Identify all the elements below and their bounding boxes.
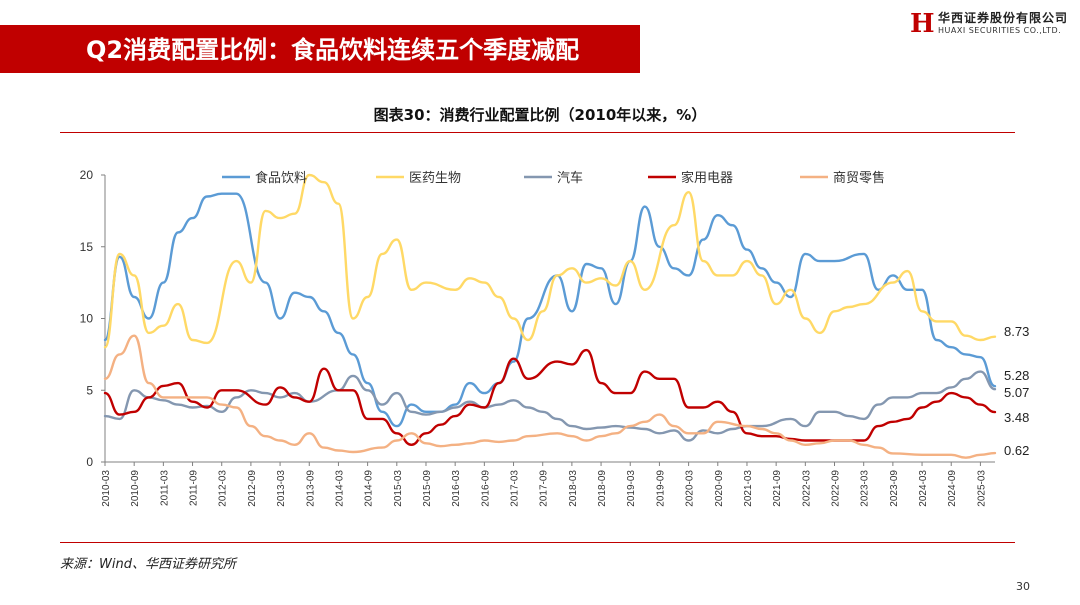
- logo-english-name: HUAXI SECURITIES CO.,LTD.: [938, 26, 1062, 35]
- title-divider: [60, 132, 1015, 133]
- series-line-1: [103, 173, 997, 349]
- legend-label: 商贸零售: [833, 170, 885, 186]
- x-tick-label: 2024-09: [947, 470, 958, 507]
- x-tick-label: 2020-03: [685, 470, 696, 507]
- x-tick-label: 2010-09: [130, 470, 141, 507]
- logo-mark-icon: H: [910, 9, 935, 39]
- x-tick-label: 2014-03: [334, 470, 345, 507]
- x-tick-label: 2016-09: [480, 470, 491, 507]
- x-tick-label: 2013-03: [276, 470, 287, 507]
- legend-label: 食品饮料: [255, 170, 307, 186]
- x-tick-label: 2018-03: [568, 470, 579, 507]
- title-bar: [0, 25, 640, 73]
- x-tick-label: 2023-03: [860, 470, 871, 507]
- legend-label: 医药生物: [409, 171, 461, 186]
- footer-divider: [60, 542, 1015, 543]
- end-value-label: 8.73: [1004, 324, 1029, 339]
- end-value-label: 5.07: [1004, 385, 1029, 400]
- end-value-label: 5.28: [1004, 368, 1029, 383]
- y-tick-label: 15: [80, 240, 94, 254]
- x-tick-label: 2019-03: [626, 470, 637, 507]
- end-value-label: 0.62: [1004, 443, 1029, 458]
- end-value-label: 3.48: [1004, 410, 1029, 425]
- x-tick-label: 2013-09: [305, 470, 316, 507]
- x-tick-label: 2021-03: [743, 470, 754, 507]
- x-tick-label: 2011-09: [189, 470, 200, 506]
- y-tick-label: 0: [86, 455, 93, 469]
- y-tick-label: 10: [80, 312, 94, 326]
- x-tick-label: 2012-09: [247, 470, 258, 507]
- x-tick-label: 2014-09: [364, 470, 375, 507]
- page-number: 30: [1016, 580, 1030, 593]
- x-tick-label: 2024-03: [918, 470, 929, 507]
- x-tick-label: 2025-03: [976, 470, 987, 507]
- x-tick-label: 2021-09: [772, 470, 783, 507]
- legend-label: 汽车: [557, 170, 583, 186]
- source-note: 来源：Wind、华西证券研究所: [60, 557, 236, 572]
- series-line-0: [103, 192, 997, 428]
- x-tick-label: 2019-09: [655, 470, 666, 507]
- legend-label: 家用电器: [681, 170, 733, 186]
- x-tick-label: 2010-03: [101, 470, 112, 507]
- series-line-4: [103, 334, 997, 459]
- x-tick-label: 2018-09: [597, 470, 608, 507]
- chart-title: 图表30：消费行业配置比例（2010年以来，%）: [373, 106, 707, 124]
- x-tick-label: 2015-09: [422, 470, 433, 507]
- x-tick-label: 2012-03: [218, 470, 229, 507]
- x-tick-label: 2022-03: [801, 470, 812, 507]
- x-tick-label: 2017-03: [510, 470, 521, 507]
- logo-chinese-name: 华西证券股份有限公司: [938, 11, 1069, 25]
- x-tick-label: 2011-03: [159, 470, 170, 506]
- slide-title: Q2消费配置比例：食品饮料连续五个季度减配: [86, 36, 580, 64]
- y-tick-label: 20: [80, 168, 94, 182]
- x-tick-label: 2017-09: [539, 470, 550, 507]
- series-line-2: [103, 370, 997, 442]
- company-logo: H 华西证券股份有限公司 HUAXI SECURITIES CO.,LTD.: [910, 8, 1075, 42]
- x-tick-label: 2023-09: [889, 470, 900, 507]
- y-tick-label: 5: [86, 383, 93, 397]
- x-tick-label: 2020-09: [714, 470, 725, 507]
- x-tick-label: 2016-03: [451, 470, 462, 507]
- x-tick-label: 2015-03: [393, 470, 404, 507]
- x-tick-label: 2022-09: [831, 470, 842, 507]
